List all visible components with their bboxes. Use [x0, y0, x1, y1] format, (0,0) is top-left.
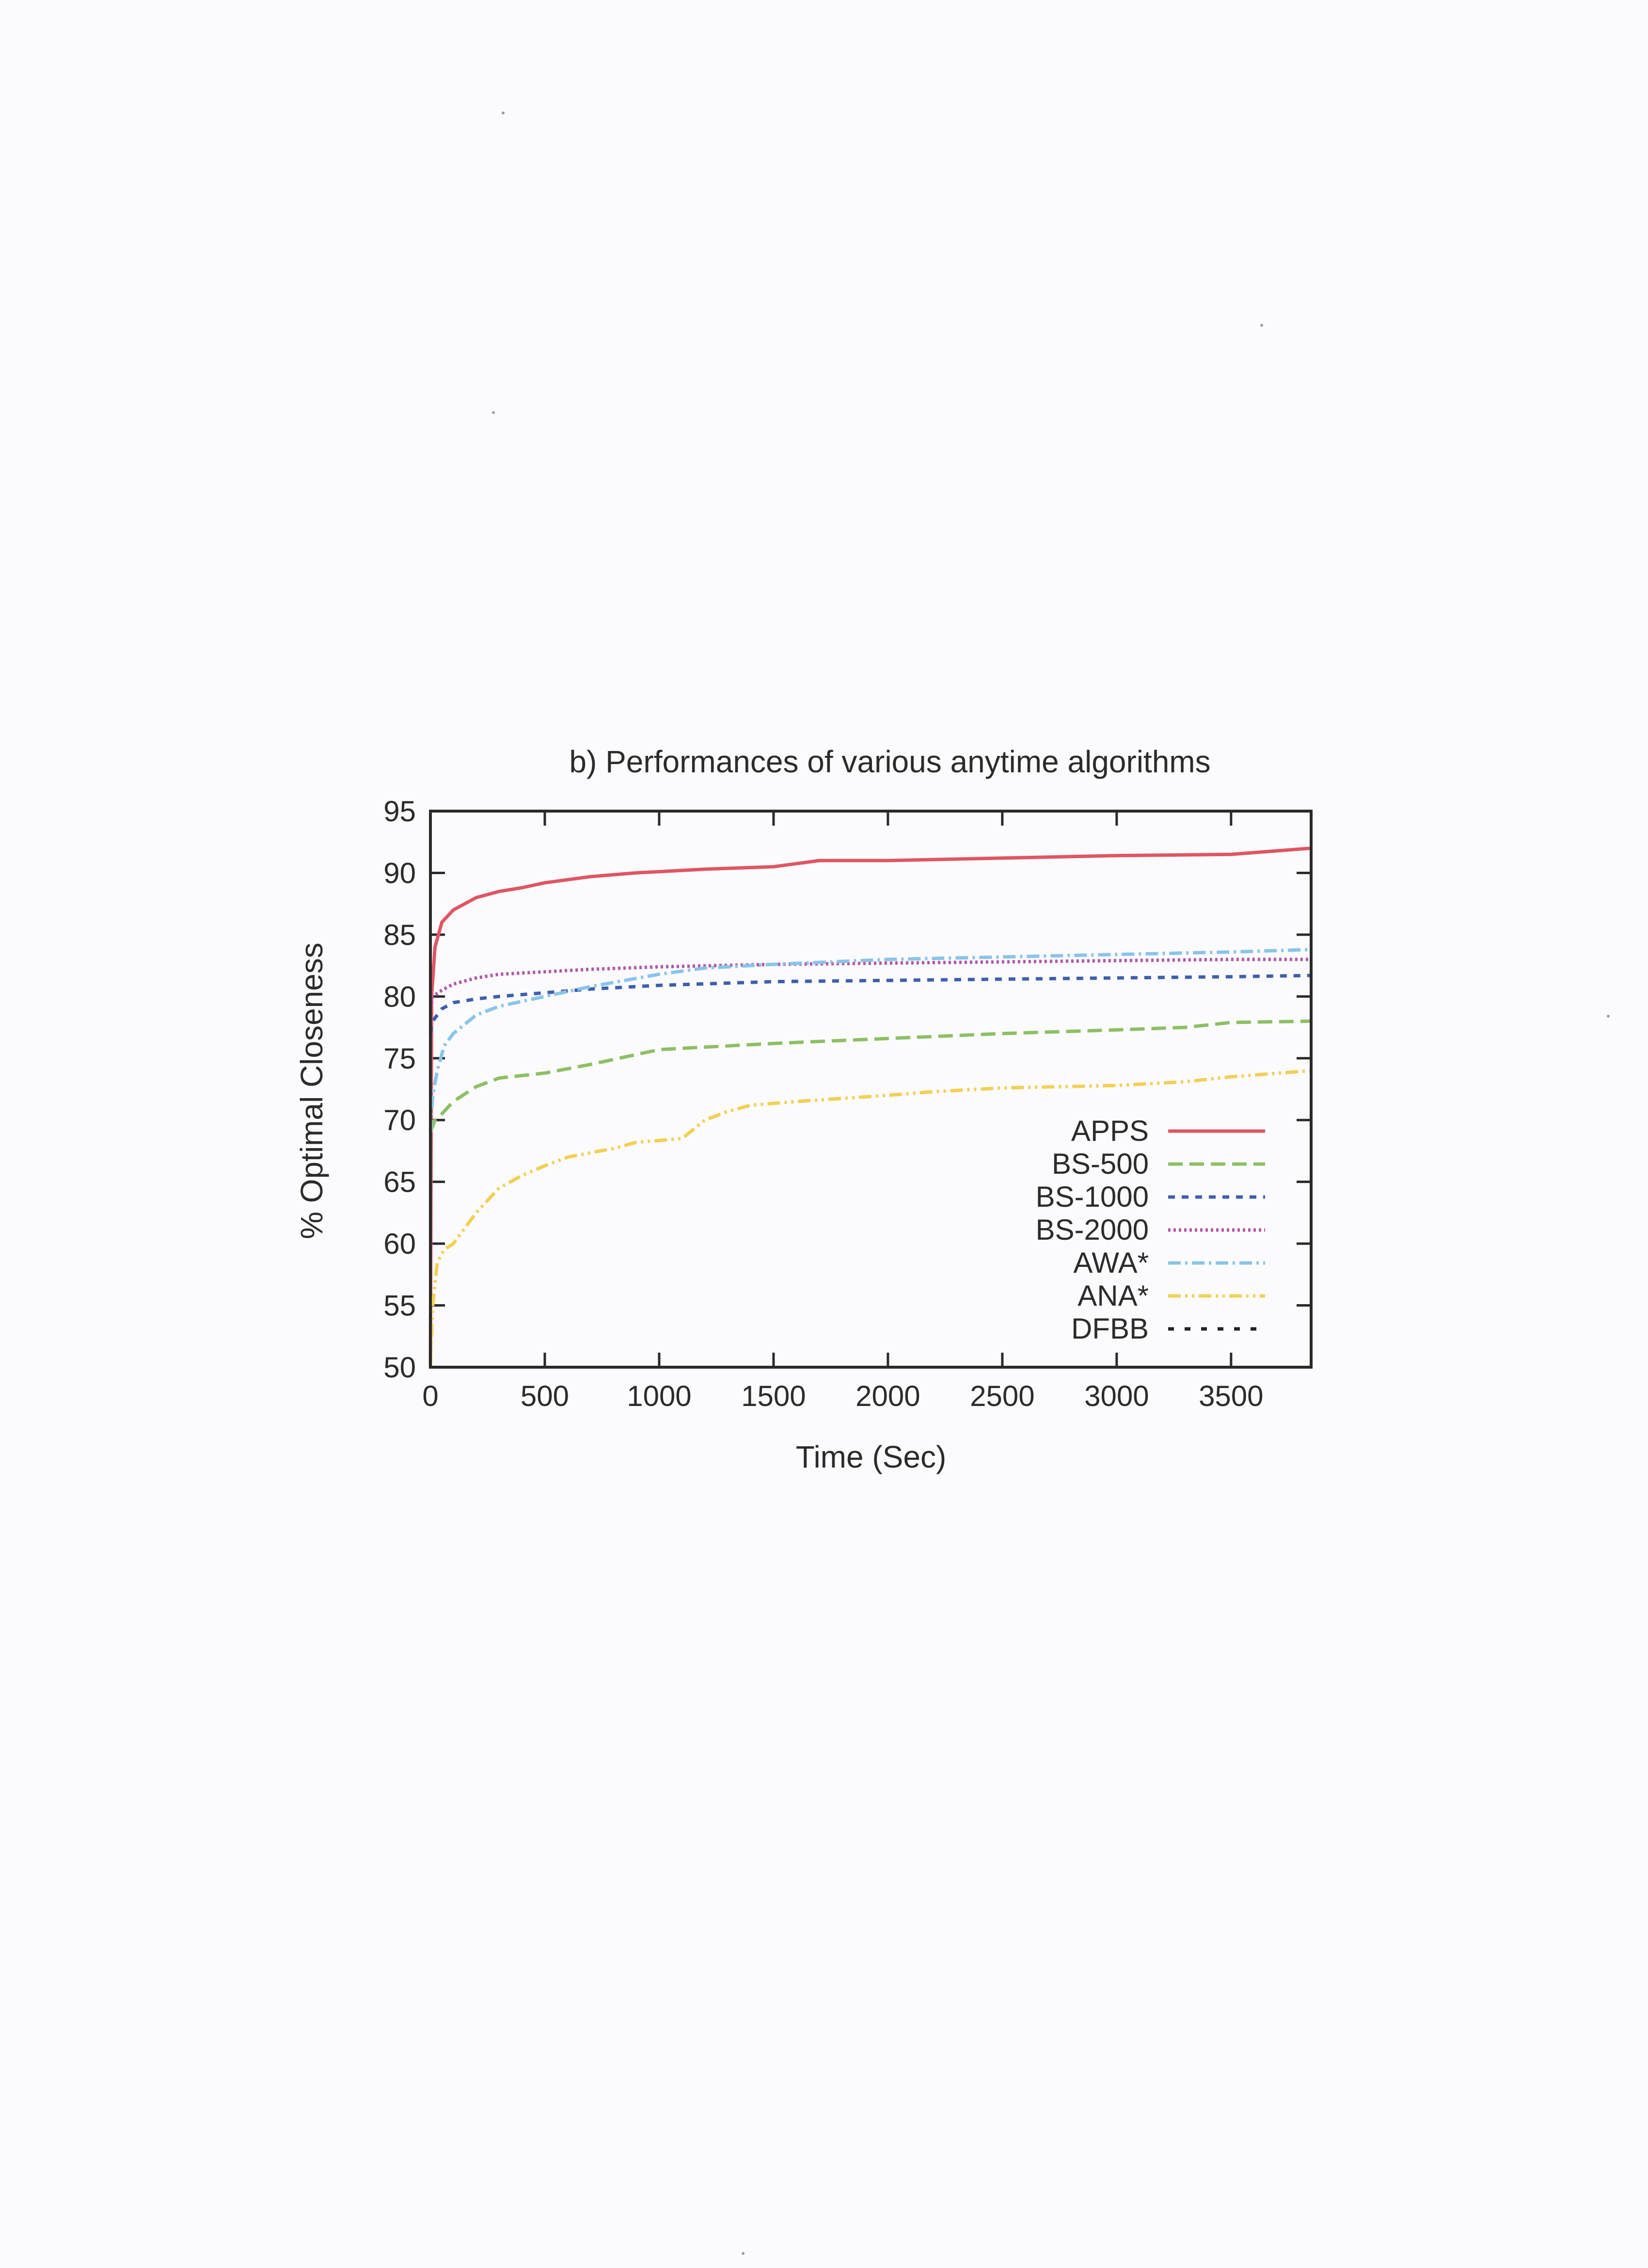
legend-label-bs-2000: BS-2000 [1036, 1214, 1149, 1246]
legend-label-apps: APPS [1071, 1115, 1149, 1147]
y-tick-label: 70 [383, 1104, 416, 1136]
scan-speck [1607, 1015, 1610, 1018]
x-axis-label: Time (Sec) [796, 1439, 947, 1474]
scan-speck [742, 2252, 745, 2255]
y-axis-label: % Optimal Closeness [294, 942, 329, 1239]
series-line-ana- [428, 1069, 1312, 1368]
series-lines [428, 847, 1312, 1368]
x-tick-label: 1500 [741, 1380, 806, 1412]
y-axis-ticks: 50 55 60 65 70 75 80 85 90 95 [383, 795, 1311, 1384]
x-tick-label: 3500 [1199, 1380, 1263, 1412]
y-tick-label: 50 [383, 1351, 416, 1384]
x-tick-label: 2500 [970, 1380, 1034, 1412]
series-line-bs-500 [428, 1019, 1312, 1133]
x-tick-label: 3000 [1084, 1380, 1149, 1412]
y-tick-label: 85 [383, 919, 416, 951]
y-tick-label: 60 [383, 1228, 416, 1260]
series-line-bs-1000 [428, 974, 1312, 1034]
series-line-bs-2000 [428, 958, 1311, 1009]
legend-label-bs-1000: BS-1000 [1036, 1181, 1149, 1213]
x-tick-label: 1000 [627, 1380, 691, 1412]
legend-label-dfbb: DFBB [1071, 1312, 1149, 1345]
scan-speck [502, 112, 505, 114]
scan-speck [1260, 324, 1263, 327]
series-line-awa- [428, 948, 1312, 1133]
series-line-apps [428, 847, 1312, 1368]
chart-title: b) Performances of various anytime algor… [569, 744, 1210, 779]
y-tick-label: 80 [383, 980, 416, 1013]
y-tick-label: 65 [383, 1166, 416, 1198]
plot-frame [429, 810, 1313, 1369]
x-tick-label: 500 [521, 1380, 569, 1412]
x-tick-label: 2000 [856, 1380, 920, 1412]
y-tick-label: 95 [383, 795, 416, 828]
y-tick-label: 55 [383, 1290, 416, 1322]
legend-label-bs-500: BS-500 [1052, 1148, 1149, 1180]
x-axis-ticks: 0 500 1000 1500 2000 2500 3000 3500 [422, 811, 1264, 1412]
y-tick-label: 90 [383, 857, 416, 889]
y-tick-label: 75 [383, 1042, 416, 1075]
legend-label-awa-: AWA* [1073, 1246, 1149, 1279]
legend-label-ana-: ANA* [1078, 1279, 1149, 1312]
scan-speck [492, 411, 495, 414]
x-tick-label: 0 [422, 1380, 438, 1412]
